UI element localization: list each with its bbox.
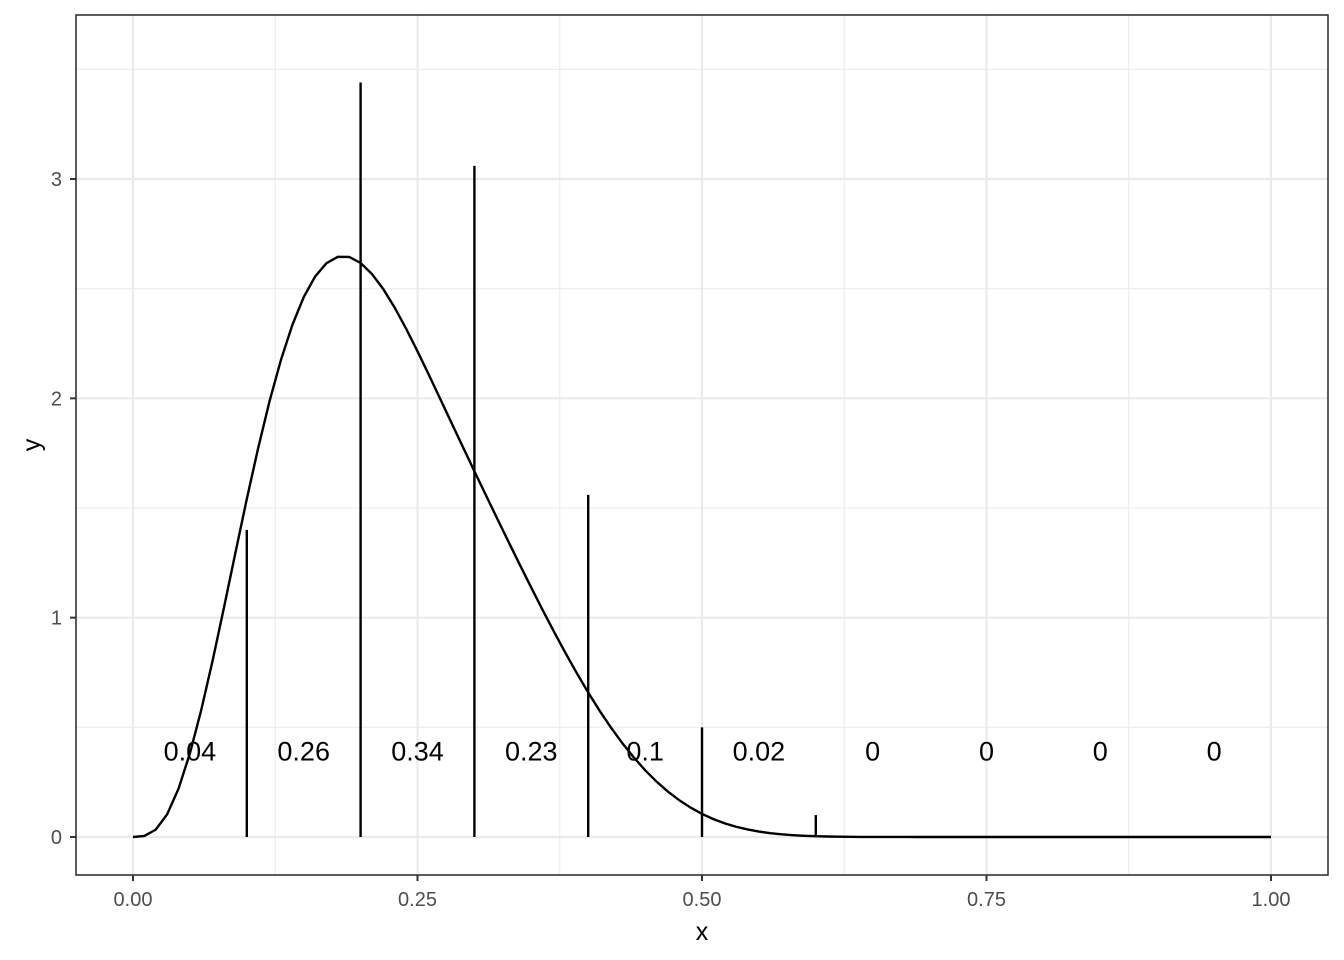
bin-probability-label: 0.26 [277,736,330,766]
y-axis-title: y [18,438,46,451]
y-tick-label: 0 [51,827,62,849]
bin-probability-label: 0.34 [391,736,444,766]
bin-probability-label: 0 [1207,736,1222,766]
x-tick-label: 0.75 [967,889,1006,911]
bin-probability-label: 0 [865,736,880,766]
axes: 0.00 0.25 0.50 0.75 1.00 0 1 2 3 [51,169,1291,911]
bin-probability-label: 0 [979,736,994,766]
bin-probability-label: 0.1 [626,736,664,766]
y-tick-label: 2 [51,388,62,410]
bin-probability-label: 0 [1093,736,1108,766]
bin-probability-labels: 0.04 0.26 0.34 0.23 0.1 0.02 0 0 0 0 [164,736,1222,766]
bin-probability-label: 0.02 [733,736,786,766]
bin-probability-label: 0.23 [505,736,558,766]
bin-lines [245,82,817,837]
x-tick-label: 1.00 [1252,889,1291,911]
y-tick-label: 1 [51,608,62,630]
bin-probability-label: 0.04 [164,736,217,766]
x-axis-title: x [696,918,709,946]
y-tick-label: 3 [51,169,62,191]
x-tick-label: 0.25 [398,889,437,911]
x-tick-label: 0.50 [683,889,722,911]
x-tick-label: 0.00 [114,889,153,911]
